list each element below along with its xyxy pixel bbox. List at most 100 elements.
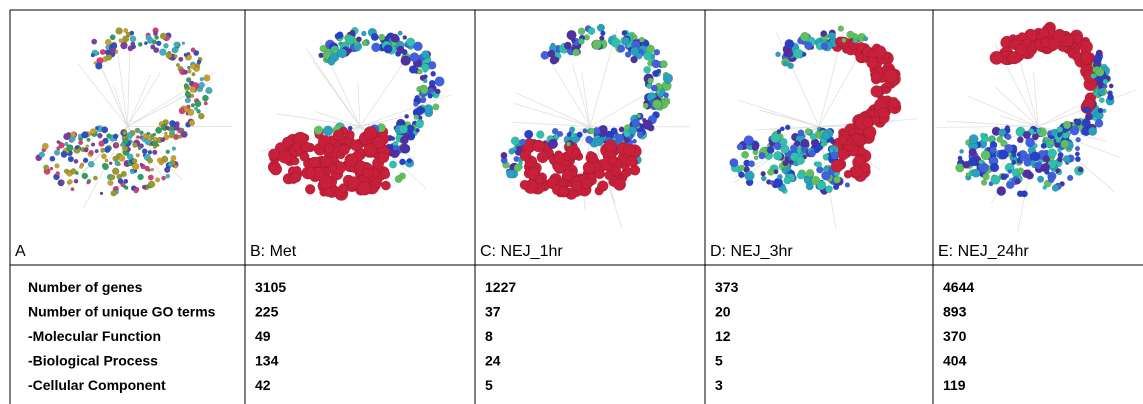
node [54,150,60,156]
node [153,133,156,136]
node [1075,146,1080,151]
node [583,129,588,134]
cell-value: 4644 [943,279,974,295]
node [393,145,398,150]
cell-value: 5 [715,353,723,369]
node [773,151,782,160]
node [1018,32,1026,40]
node [861,163,871,173]
node [291,172,301,182]
node [1008,169,1012,173]
node [821,142,826,147]
node [435,77,445,87]
node [737,144,743,150]
edge [113,85,127,126]
node [959,149,963,153]
node [564,42,571,49]
node [85,145,88,148]
node [95,149,99,153]
node [190,94,194,98]
node [981,150,991,160]
node [415,120,423,128]
node [810,133,817,140]
node [744,171,754,181]
node [399,159,405,165]
node [70,132,75,137]
node [1070,126,1080,136]
node [59,142,65,148]
node [191,48,196,53]
node [1011,160,1016,165]
node [1048,176,1055,183]
node [84,147,89,152]
node [600,31,605,36]
panel-label: C: NEJ_1hr [480,243,563,260]
cell-value: 373 [715,279,739,295]
node [1093,92,1097,96]
node [1048,140,1053,145]
node [199,82,205,88]
node [1005,144,1013,152]
panel-label: E: NEJ_24hr [938,243,1029,260]
node [1076,137,1081,142]
node [639,37,644,42]
node [371,33,378,40]
cell-value: 893 [943,304,967,320]
edge [78,63,128,126]
panel-label: B: Met [250,243,297,260]
node [136,136,139,139]
node [400,144,409,153]
node [972,169,980,177]
node [424,104,433,113]
node [184,83,189,88]
node [185,91,191,97]
node [82,173,88,179]
node [422,64,430,72]
figure: AB: MetC: NEJ_1hrD: NEJ_3hrE: NEJ_24hr N… [0,0,1143,404]
node [126,32,130,36]
node [337,48,346,57]
node [1036,128,1041,133]
node [527,168,539,180]
node [501,152,508,159]
node [833,176,840,183]
node [142,185,146,189]
node [601,132,606,137]
node [123,179,128,184]
node [278,150,291,163]
node [166,174,170,178]
node [581,178,592,189]
node [548,139,558,149]
node [137,129,140,132]
node [790,145,797,152]
node [324,144,333,153]
node [152,150,157,155]
node [421,51,429,59]
node [966,172,970,176]
node [643,103,649,109]
cell-value: 3105 [255,279,286,295]
node [169,120,175,126]
node [314,126,323,135]
node [350,30,355,35]
node [831,151,839,159]
node [1023,131,1031,139]
node [138,146,141,149]
network [730,26,919,229]
node [356,37,361,42]
node [558,187,568,197]
node [95,63,102,70]
node [101,154,106,159]
node [800,32,809,41]
node [100,49,106,55]
row-label: -Cellular Component [28,377,166,393]
node [39,152,45,158]
cell-value: 5 [485,377,493,393]
node [774,178,783,187]
node [116,28,123,35]
node [1016,45,1027,56]
edge [515,93,590,127]
node [622,37,630,45]
node [550,56,558,64]
node [187,66,190,69]
